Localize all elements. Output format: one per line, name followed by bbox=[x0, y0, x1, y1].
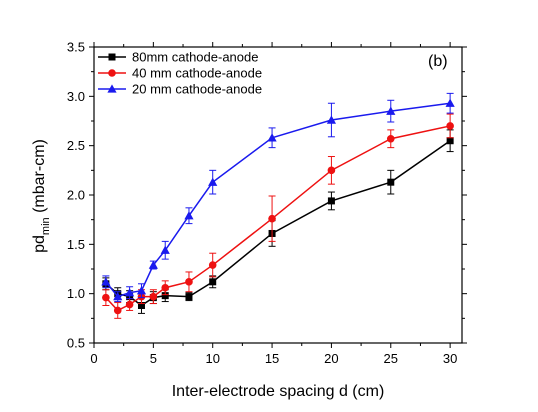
data-point bbox=[185, 293, 193, 301]
x-tick-label: 10 bbox=[205, 351, 219, 366]
panel-label: (b) bbox=[428, 53, 448, 70]
legend-marker bbox=[108, 53, 116, 61]
data-point bbox=[148, 260, 158, 269]
series-line bbox=[105, 102, 451, 298]
legend-marker bbox=[107, 84, 117, 93]
data-point bbox=[136, 286, 147, 295]
y-tick-label: 3.0 bbox=[67, 89, 85, 104]
y-tick-label: 3.5 bbox=[67, 40, 85, 55]
data-point bbox=[326, 115, 337, 124]
x-tick-label: 15 bbox=[265, 351, 279, 366]
data-point bbox=[387, 178, 395, 186]
data-point bbox=[327, 166, 336, 175]
legend-entry-1: 80mm cathode-anode bbox=[98, 50, 258, 65]
x-tick-label: 0 bbox=[90, 351, 97, 366]
data-point bbox=[113, 292, 123, 301]
x-tick-label: 5 bbox=[150, 351, 157, 366]
data-point bbox=[386, 134, 395, 143]
series-line bbox=[105, 125, 451, 312]
legend-entry-3: 20 mm cathode-anode bbox=[98, 82, 262, 97]
axes: 0 5 10 15 20 25 30 0.5 1.0 1.5 2.0 2.5 3.0 3.5 bbox=[67, 40, 467, 366]
data-point bbox=[446, 122, 454, 130]
legend-label: 20 mm cathode-anode bbox=[132, 82, 262, 97]
x-tick-label: 20 bbox=[324, 351, 338, 366]
series-2 bbox=[102, 113, 454, 319]
data-point bbox=[184, 211, 194, 220]
data-point bbox=[113, 306, 122, 315]
data-point bbox=[208, 177, 218, 186]
series-3 bbox=[101, 92, 455, 303]
y-tick-label: 2.0 bbox=[67, 188, 85, 203]
y-tick-label: 1.0 bbox=[67, 286, 85, 301]
data-point bbox=[161, 292, 169, 300]
series-1 bbox=[102, 129, 454, 314]
legend-entry-2: 40 mm cathode-anode bbox=[98, 66, 262, 81]
legend-label: 80mm cathode-anode bbox=[132, 50, 258, 65]
y-tick-label: 0.5 bbox=[67, 336, 85, 351]
data-point bbox=[101, 277, 111, 286]
x-tick-label: 30 bbox=[443, 351, 457, 366]
x-axis-title: Inter-electrode spacing d (cm) bbox=[172, 383, 385, 400]
data-point bbox=[102, 293, 110, 302]
data-point bbox=[208, 261, 217, 269]
y-tick-label: 1.5 bbox=[67, 237, 85, 252]
legend-label: 40 mm cathode-anode bbox=[132, 66, 262, 81]
legend-marker bbox=[108, 69, 116, 77]
series-line bbox=[105, 140, 451, 307]
y-tick-label: 2.5 bbox=[67, 138, 85, 153]
data-point bbox=[160, 245, 170, 254]
data-point bbox=[161, 283, 170, 292]
data-point bbox=[125, 300, 134, 309]
data-point bbox=[268, 214, 276, 223]
data-point bbox=[445, 98, 455, 107]
x-tick-label: 25 bbox=[384, 351, 398, 366]
data-point bbox=[386, 106, 396, 115]
data-point bbox=[446, 137, 454, 145]
plot-area bbox=[101, 92, 455, 319]
data-point bbox=[149, 292, 158, 301]
data-point bbox=[137, 302, 145, 310]
y-axis-title: pdmin (mbar-cm) bbox=[31, 139, 52, 253]
data-point bbox=[267, 133, 277, 142]
data-point bbox=[327, 197, 335, 205]
data-point bbox=[185, 278, 193, 286]
data-point bbox=[209, 278, 217, 286]
data-point bbox=[125, 288, 135, 297]
